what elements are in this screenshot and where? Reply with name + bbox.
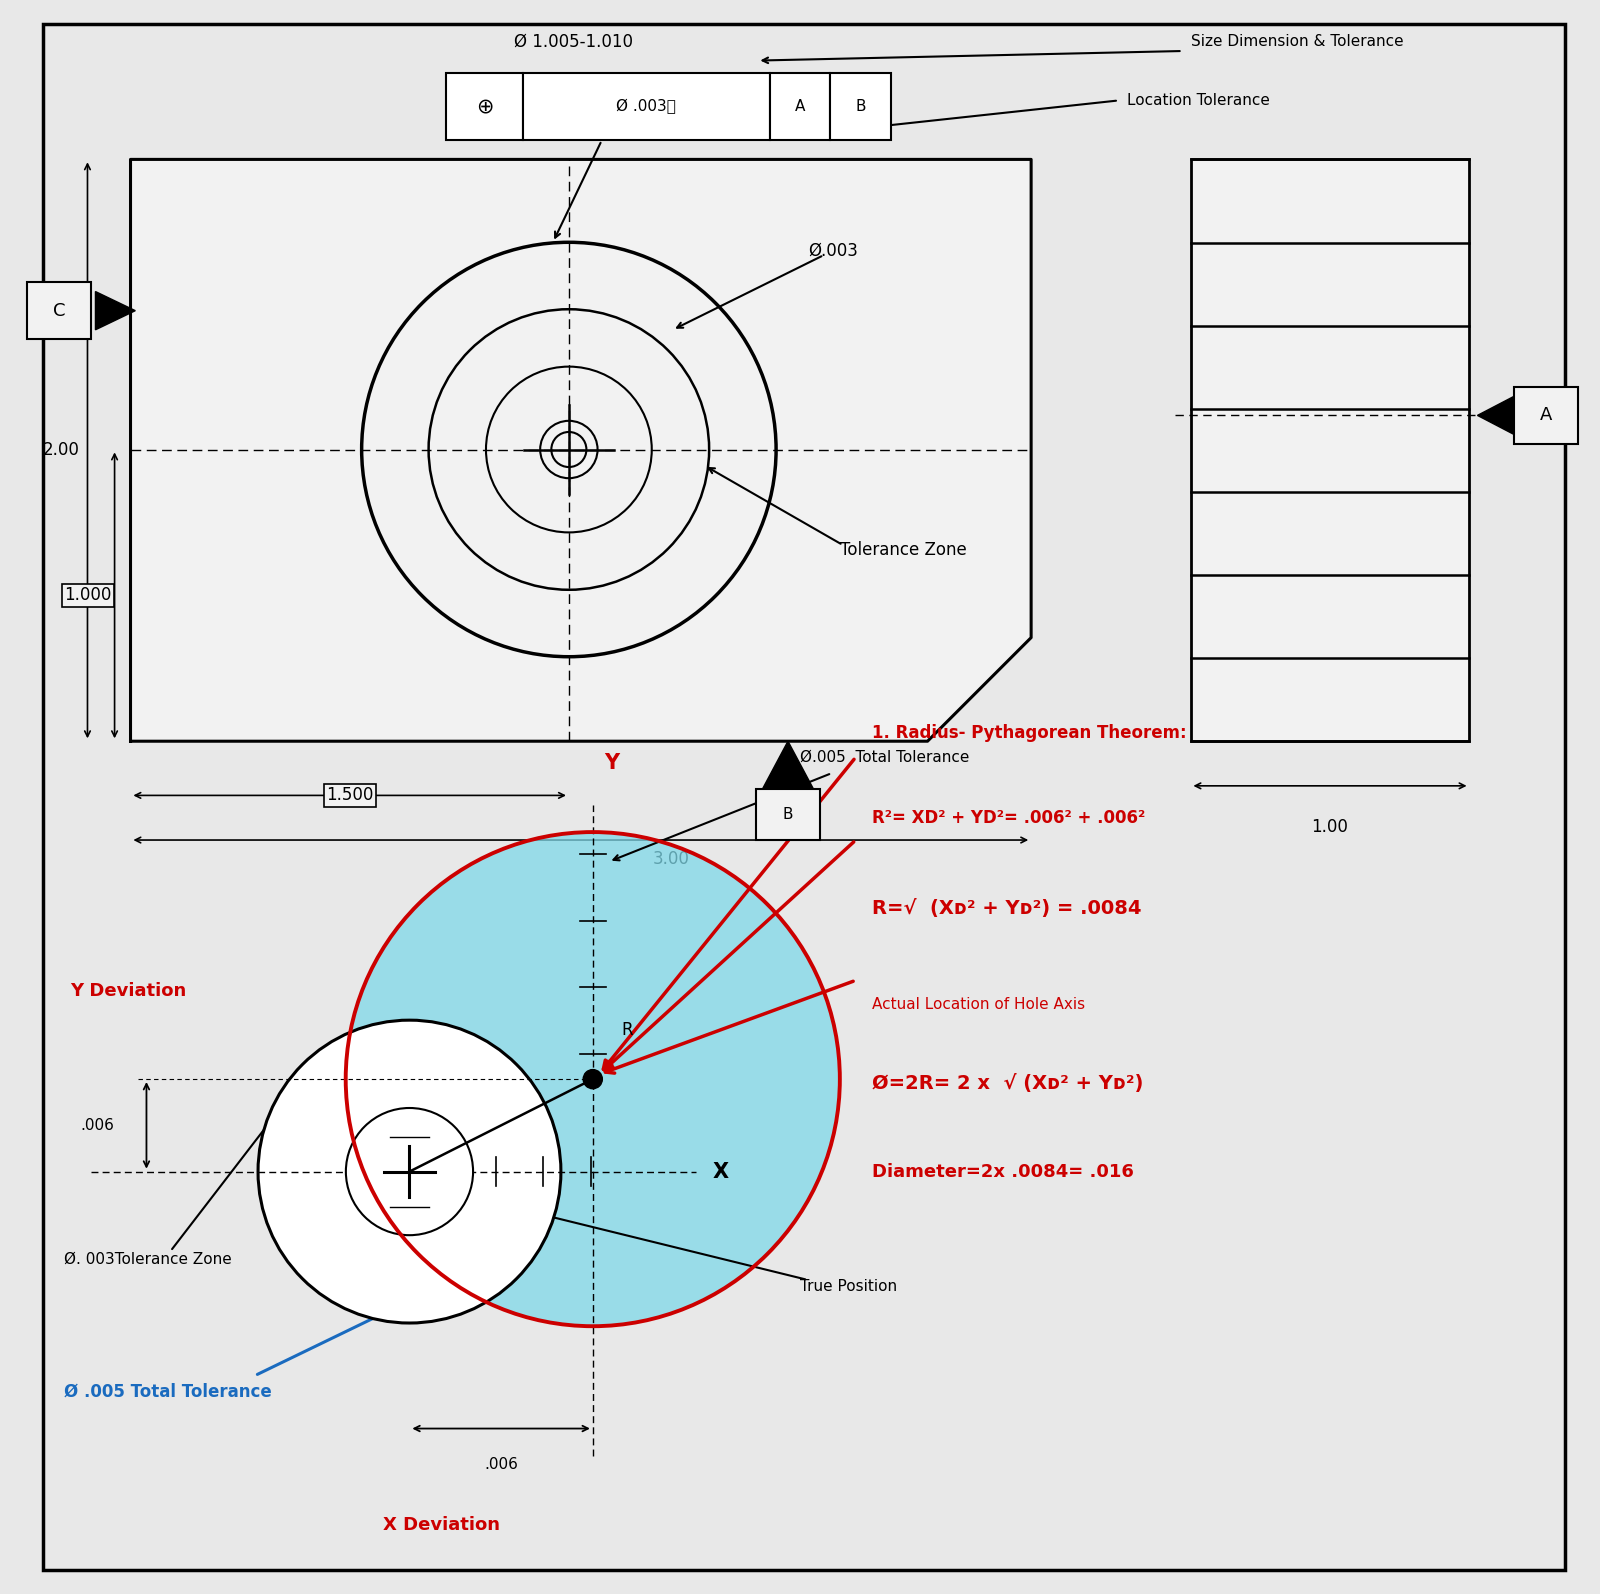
Circle shape bbox=[346, 1108, 474, 1235]
Bar bbox=[757, 789, 819, 840]
Bar bbox=[27, 282, 91, 340]
Text: Ø .003Ⓜ: Ø .003Ⓜ bbox=[616, 99, 677, 115]
Circle shape bbox=[258, 1020, 562, 1323]
Text: X Deviation: X Deviation bbox=[382, 1516, 499, 1533]
Text: Y: Y bbox=[605, 752, 619, 773]
Polygon shape bbox=[131, 159, 1030, 741]
Bar bbox=[1190, 159, 1469, 741]
Circle shape bbox=[346, 832, 840, 1326]
Text: Ø 1.005-1.010: Ø 1.005-1.010 bbox=[514, 33, 634, 51]
Text: Ø.003: Ø.003 bbox=[808, 241, 858, 260]
Text: .006: .006 bbox=[485, 1457, 518, 1473]
Text: Y Deviation: Y Deviation bbox=[70, 982, 186, 1001]
Bar bbox=[830, 73, 891, 140]
Text: C: C bbox=[53, 301, 66, 320]
Text: R=√  (Xᴅ² + Yᴅ²) = .0084: R=√ (Xᴅ² + Yᴅ²) = .0084 bbox=[872, 899, 1141, 918]
Text: R²= XD² + YD²= .006² + .006²: R²= XD² + YD²= .006² + .006² bbox=[872, 808, 1146, 827]
Text: 1.500: 1.500 bbox=[326, 786, 373, 805]
Text: 3.00: 3.00 bbox=[653, 850, 690, 867]
Text: Actual Location of Hole Axis: Actual Location of Hole Axis bbox=[872, 996, 1085, 1012]
Text: Ø=2R= 2 x  √ (Xᴅ² + Yᴅ²): Ø=2R= 2 x √ (Xᴅ² + Yᴅ²) bbox=[872, 1074, 1142, 1093]
Text: 1.000: 1.000 bbox=[64, 587, 112, 604]
Text: Ø.005  Total Tolerance: Ø.005 Total Tolerance bbox=[800, 749, 970, 765]
Bar bbox=[446, 73, 523, 140]
Bar bbox=[523, 73, 770, 140]
Text: X: X bbox=[712, 1162, 728, 1181]
Text: ⊕: ⊕ bbox=[475, 97, 493, 116]
Text: 1.00: 1.00 bbox=[1312, 818, 1349, 835]
Text: R: R bbox=[621, 1022, 634, 1039]
Circle shape bbox=[584, 1070, 602, 1089]
Bar bbox=[1514, 387, 1578, 445]
Text: Size Dimension & Tolerance: Size Dimension & Tolerance bbox=[1190, 33, 1403, 49]
Text: A: A bbox=[1539, 406, 1552, 424]
Polygon shape bbox=[763, 741, 813, 789]
Text: 2.00: 2.00 bbox=[43, 442, 80, 459]
Text: A: A bbox=[795, 99, 805, 115]
Text: Tolerance Zone: Tolerance Zone bbox=[840, 540, 966, 559]
Bar bbox=[770, 73, 830, 140]
Text: True Position: True Position bbox=[800, 1278, 898, 1294]
Text: Diameter=2x .0084= .016: Diameter=2x .0084= .016 bbox=[872, 1162, 1134, 1181]
Text: Location Tolerance: Location Tolerance bbox=[1126, 92, 1270, 108]
Text: .006: .006 bbox=[80, 1117, 115, 1133]
Text: Ø .005 Total Tolerance: Ø .005 Total Tolerance bbox=[64, 1382, 272, 1401]
Text: Ø. 003Tolerance Zone: Ø. 003Tolerance Zone bbox=[64, 1251, 232, 1267]
Text: B: B bbox=[856, 99, 866, 115]
Polygon shape bbox=[1477, 397, 1514, 435]
Text: B: B bbox=[782, 807, 794, 823]
Text: 1. Radius- Pythagorean Theorem:: 1. Radius- Pythagorean Theorem: bbox=[872, 724, 1186, 743]
Polygon shape bbox=[96, 292, 136, 330]
